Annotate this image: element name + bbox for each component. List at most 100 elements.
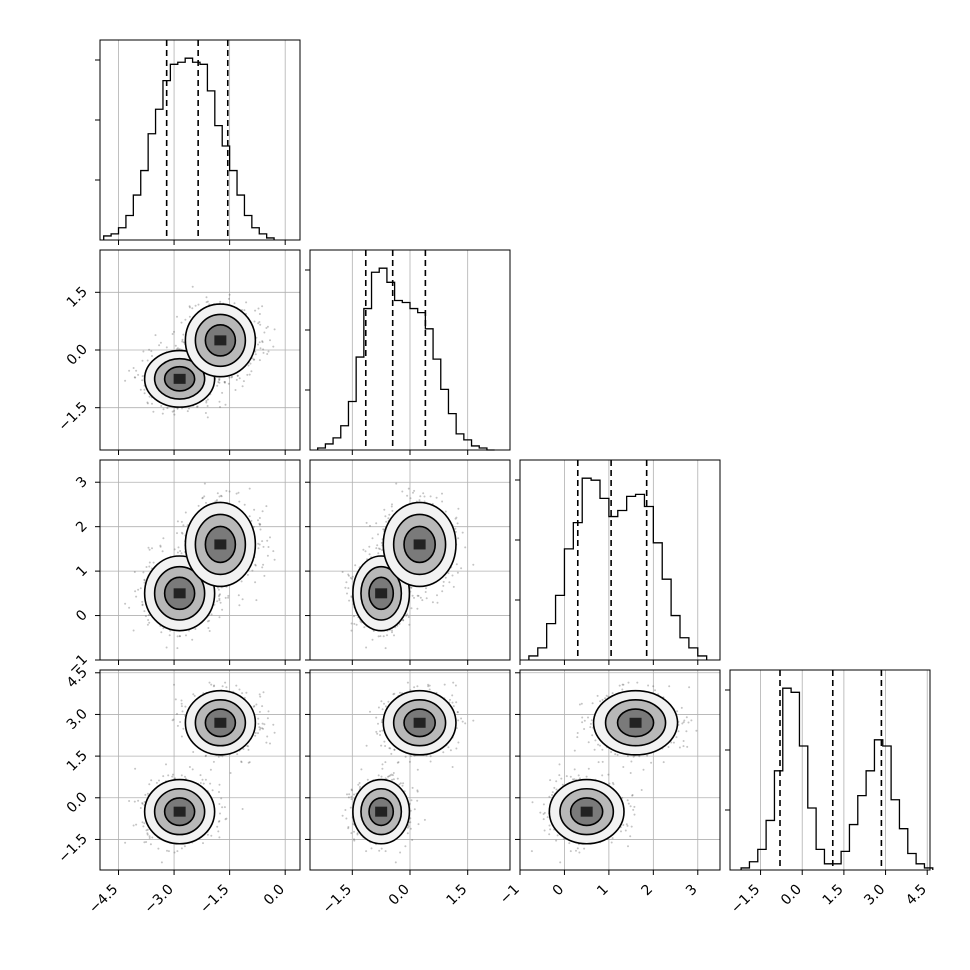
sample-point bbox=[253, 320, 256, 323]
sample-point bbox=[177, 546, 180, 549]
sample-point bbox=[382, 635, 385, 638]
sample-point bbox=[223, 381, 226, 383]
sample-point bbox=[371, 537, 374, 540]
sample-point bbox=[258, 517, 261, 519]
sample-point bbox=[188, 305, 191, 308]
sample-point bbox=[158, 344, 161, 347]
panel-3-0: −1.50.01.53.04.5−4.5 −3.0 −1.5 0.0 bbox=[55, 664, 301, 917]
sample-point bbox=[257, 547, 260, 550]
sample-point bbox=[419, 495, 422, 498]
sample-point bbox=[259, 523, 262, 526]
sample-point bbox=[240, 580, 243, 583]
sample-point bbox=[344, 586, 347, 589]
sample-point bbox=[171, 333, 174, 335]
sample-point bbox=[165, 646, 168, 649]
sample-point bbox=[218, 400, 221, 403]
sample-point bbox=[218, 599, 221, 602]
sample-point bbox=[207, 627, 210, 629]
sample-point bbox=[174, 698, 177, 701]
sample-point bbox=[217, 588, 220, 591]
sample-point bbox=[347, 573, 350, 576]
sample-point bbox=[410, 607, 413, 610]
sample-point bbox=[354, 564, 357, 567]
sample-point bbox=[148, 837, 151, 839]
sample-point bbox=[148, 561, 151, 564]
sample-point bbox=[401, 490, 404, 493]
sample-point bbox=[272, 723, 275, 726]
sample-point bbox=[152, 410, 155, 413]
sample-point bbox=[425, 587, 427, 590]
sample-point bbox=[248, 373, 251, 376]
sample-point bbox=[375, 547, 378, 550]
sample-point bbox=[261, 305, 264, 308]
sample-point bbox=[208, 681, 211, 684]
sample-point bbox=[223, 380, 226, 383]
sample-point bbox=[263, 574, 266, 577]
sample-point bbox=[225, 489, 228, 492]
sample-point bbox=[266, 539, 269, 542]
sample-point bbox=[236, 374, 239, 377]
sample-point bbox=[134, 590, 137, 593]
sample-point bbox=[242, 380, 245, 383]
sample-point bbox=[247, 364, 250, 367]
sample-point bbox=[210, 613, 213, 616]
sample-point bbox=[143, 392, 146, 395]
sample-point bbox=[266, 353, 269, 355]
sample-point bbox=[205, 399, 208, 402]
sample-point bbox=[218, 379, 221, 381]
sample-point bbox=[377, 533, 379, 536]
sample-point bbox=[259, 323, 262, 326]
sample-point bbox=[258, 359, 261, 362]
sample-point bbox=[173, 548, 176, 551]
sample-point bbox=[248, 515, 251, 518]
sample-point bbox=[191, 768, 194, 771]
sample-point bbox=[188, 315, 191, 318]
sample-point bbox=[353, 615, 355, 618]
sample-point bbox=[219, 300, 222, 303]
sample-point bbox=[206, 416, 209, 419]
sample-point bbox=[216, 492, 219, 495]
sample-point bbox=[418, 499, 421, 502]
sample-point bbox=[416, 607, 419, 610]
sample-point bbox=[128, 606, 131, 609]
sample-point bbox=[457, 507, 460, 510]
y-tick-label: 2 bbox=[73, 518, 91, 536]
sample-point bbox=[353, 622, 356, 625]
sample-point bbox=[221, 608, 224, 611]
sample-point bbox=[182, 524, 185, 527]
sample-point bbox=[224, 596, 227, 599]
sample-point bbox=[173, 413, 176, 416]
sample-point bbox=[132, 367, 135, 369]
sample-point bbox=[236, 374, 239, 377]
sample-point bbox=[442, 584, 445, 587]
sample-point bbox=[235, 378, 238, 381]
sample-point bbox=[141, 600, 144, 603]
sample-point bbox=[261, 340, 264, 343]
sample-point bbox=[205, 501, 207, 504]
sample-point bbox=[144, 615, 147, 618]
sample-point bbox=[442, 580, 445, 583]
sample-point bbox=[379, 548, 381, 551]
sample-point bbox=[376, 544, 379, 547]
sample-point bbox=[171, 410, 174, 413]
sample-point bbox=[233, 302, 236, 305]
sample-point bbox=[188, 306, 191, 309]
sample-point bbox=[197, 303, 200, 306]
sample-point bbox=[180, 520, 183, 523]
sample-point bbox=[364, 550, 367, 553]
density-peak-1 bbox=[214, 539, 227, 550]
sample-point bbox=[436, 601, 439, 604]
sample-point bbox=[142, 571, 145, 574]
sample-point bbox=[146, 359, 149, 362]
sample-point bbox=[261, 510, 264, 513]
sample-point bbox=[181, 407, 183, 410]
sample-point bbox=[408, 623, 411, 626]
sample-point bbox=[383, 508, 386, 511]
sample-point bbox=[455, 563, 458, 566]
sample-point bbox=[217, 595, 220, 598]
sample-point bbox=[152, 561, 155, 564]
sample-point bbox=[377, 552, 380, 555]
sample-point bbox=[419, 596, 422, 599]
sample-point bbox=[160, 631, 163, 634]
sample-point bbox=[228, 293, 231, 296]
